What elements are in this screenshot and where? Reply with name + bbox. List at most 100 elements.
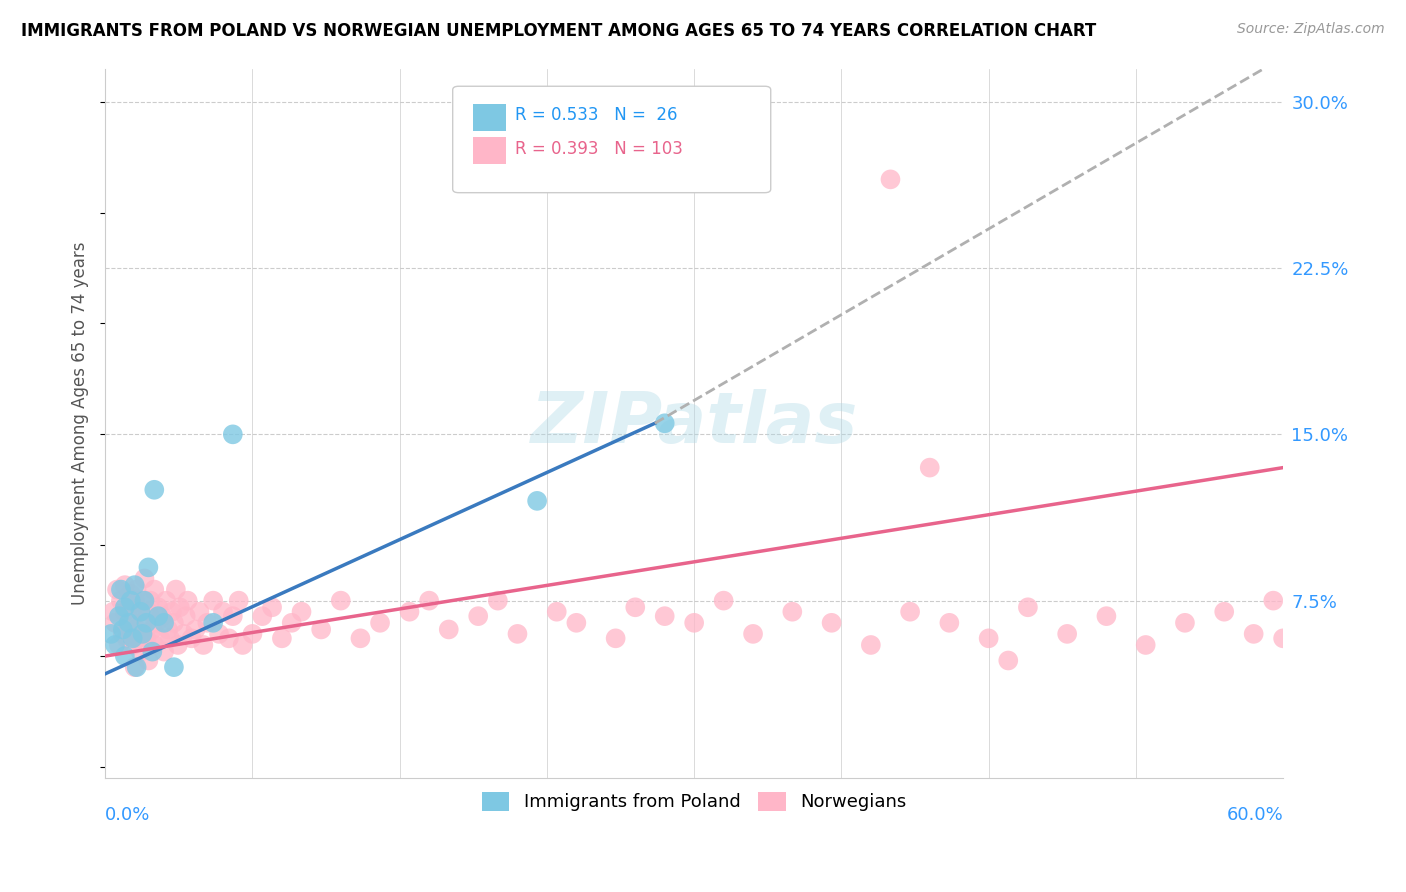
Point [120,627,142,641]
Point [157,623,180,637]
Point [467,609,489,624]
Point [222,427,245,442]
Point [118,600,141,615]
Point [184,623,207,637]
Point [105,582,128,597]
Point [398,605,420,619]
Point [111,627,134,641]
Point [108,609,131,624]
Point [150,609,173,624]
Point [1095,609,1118,624]
Point [139,593,162,607]
Text: 0.0%: 0.0% [105,806,150,824]
Point [155,593,177,607]
Point [262,600,284,615]
Point [859,638,882,652]
Point [1017,600,1039,615]
Point [208,627,231,641]
Text: R = 0.393   N = 103: R = 0.393 N = 103 [515,140,683,158]
Point [252,609,274,624]
Point [977,632,1000,646]
Point [120,587,142,601]
Point [131,627,153,641]
Point [506,627,529,641]
Y-axis label: Unemployment Among Ages 65 to 74 years: Unemployment Among Ages 65 to 74 years [72,242,89,605]
FancyBboxPatch shape [453,87,770,193]
Point [624,600,647,615]
Point [526,494,548,508]
Point [124,593,146,607]
Point [114,600,136,615]
Point [173,627,195,641]
Point [368,615,391,630]
Point [141,623,163,637]
Point [131,593,153,607]
Point [683,615,706,630]
Point [148,600,170,615]
Point [138,653,160,667]
Point [349,632,371,646]
Point [138,605,160,619]
Point [565,615,588,630]
Point [713,593,735,607]
Point [153,645,176,659]
Point [118,615,141,630]
Point [115,632,138,646]
Point [193,638,215,652]
Bar [472,137,506,164]
Point [486,593,509,607]
Point [202,593,225,607]
Point [145,615,167,630]
Point [141,645,163,659]
Point [135,615,157,630]
Point [121,632,143,646]
Bar [472,104,506,131]
Point [997,653,1019,667]
Point [135,632,157,646]
Point [782,605,804,619]
Point [160,605,183,619]
Point [129,605,152,619]
Point [163,660,186,674]
Point [270,632,292,646]
Point [124,660,146,674]
Point [114,605,136,619]
Point [879,172,901,186]
Point [159,632,181,646]
Point [218,632,240,646]
Point [1272,632,1295,646]
Point [437,623,460,637]
Point [114,578,136,592]
Point [143,638,166,652]
Point [1056,627,1078,641]
Text: ZIPatlas: ZIPatlas [530,389,858,458]
Point [120,593,142,607]
Point [1135,638,1157,652]
Point [180,632,202,646]
Point [129,605,152,619]
Point [1243,627,1265,641]
Point [134,593,156,607]
Point [195,615,218,630]
Point [118,615,141,630]
Point [742,627,765,641]
Text: R = 0.533   N =  26: R = 0.533 N = 26 [515,106,678,124]
Point [124,578,146,592]
Point [242,627,264,641]
Point [131,615,153,630]
Point [176,593,198,607]
Point [309,623,332,637]
Point [121,609,143,624]
Text: IMMIGRANTS FROM POLAND VS NORWEGIAN UNEMPLOYMENT AMONG AGES 65 TO 74 YEARS CORRE: IMMIGRANTS FROM POLAND VS NORWEGIAN UNEM… [21,22,1097,40]
Point [329,593,352,607]
Point [114,648,136,663]
Text: Source: ZipAtlas.com: Source: ZipAtlas.com [1237,22,1385,37]
Point [605,632,627,646]
Point [143,483,166,497]
Point [129,645,152,659]
Point [820,615,842,630]
Point [125,660,148,674]
Point [188,605,211,619]
Point [110,593,132,607]
Point [1174,615,1197,630]
